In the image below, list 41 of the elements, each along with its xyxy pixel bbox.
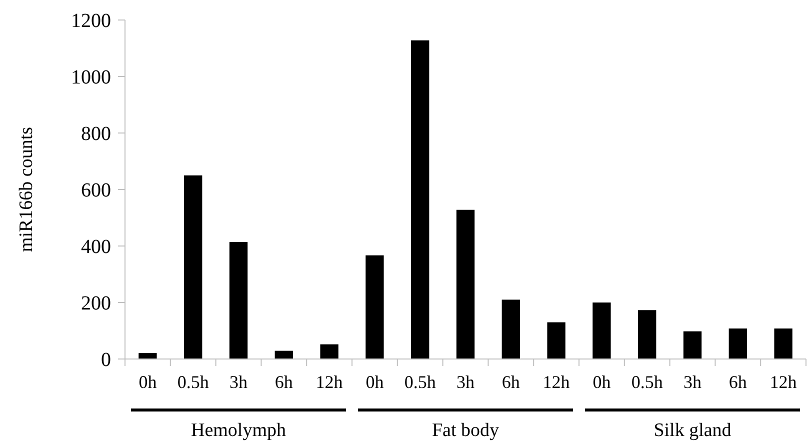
y-tick-label: 1000 bbox=[71, 66, 111, 88]
x-tick-label: 0h bbox=[592, 372, 611, 392]
y-tick-label: 200 bbox=[81, 292, 111, 314]
x-tick-label: 6h bbox=[502, 372, 520, 392]
bar bbox=[320, 344, 338, 359]
text: Hemolymph bbox=[191, 420, 286, 441]
y-axis-title: miR166b counts bbox=[16, 126, 37, 252]
bar bbox=[411, 40, 430, 359]
bar bbox=[274, 350, 293, 359]
x-tick-label: 12h bbox=[770, 372, 797, 392]
text: Fat body bbox=[432, 420, 500, 441]
y-tick-label: 1200 bbox=[71, 10, 111, 32]
bar bbox=[774, 328, 792, 359]
bar bbox=[638, 310, 656, 359]
bar bbox=[456, 210, 475, 359]
y-tick-label: 0 bbox=[101, 349, 111, 371]
bar bbox=[138, 353, 157, 359]
x-tick-label: 3h bbox=[230, 372, 248, 392]
bar bbox=[229, 242, 248, 359]
bar bbox=[502, 300, 520, 359]
bar bbox=[592, 302, 611, 359]
x-tick-label: 0.5h bbox=[404, 372, 436, 392]
x-tick-label: 12h bbox=[542, 372, 570, 392]
text: Silk gland bbox=[654, 420, 732, 441]
y-tick-label: 600 bbox=[81, 180, 111, 202]
x-tick-label: 3h bbox=[684, 372, 702, 392]
x-tick-label: 6h bbox=[274, 372, 293, 392]
bar bbox=[184, 175, 202, 359]
x-tick-label: 3h bbox=[456, 372, 474, 392]
x-tick-label: 12h bbox=[316, 372, 343, 392]
bar bbox=[683, 331, 702, 359]
bar bbox=[547, 322, 566, 359]
bar bbox=[366, 255, 384, 359]
x-tick-label: 0h bbox=[366, 372, 384, 392]
x-tick-label: 0h bbox=[138, 372, 157, 392]
bar bbox=[728, 328, 747, 359]
x-tick-label: 6h bbox=[728, 372, 747, 392]
y-tick-label: 400 bbox=[81, 236, 111, 258]
x-tick-label: 0.5h bbox=[177, 372, 209, 392]
y-tick-label: 800 bbox=[81, 123, 111, 145]
x-tick-label: 0.5h bbox=[631, 372, 663, 392]
